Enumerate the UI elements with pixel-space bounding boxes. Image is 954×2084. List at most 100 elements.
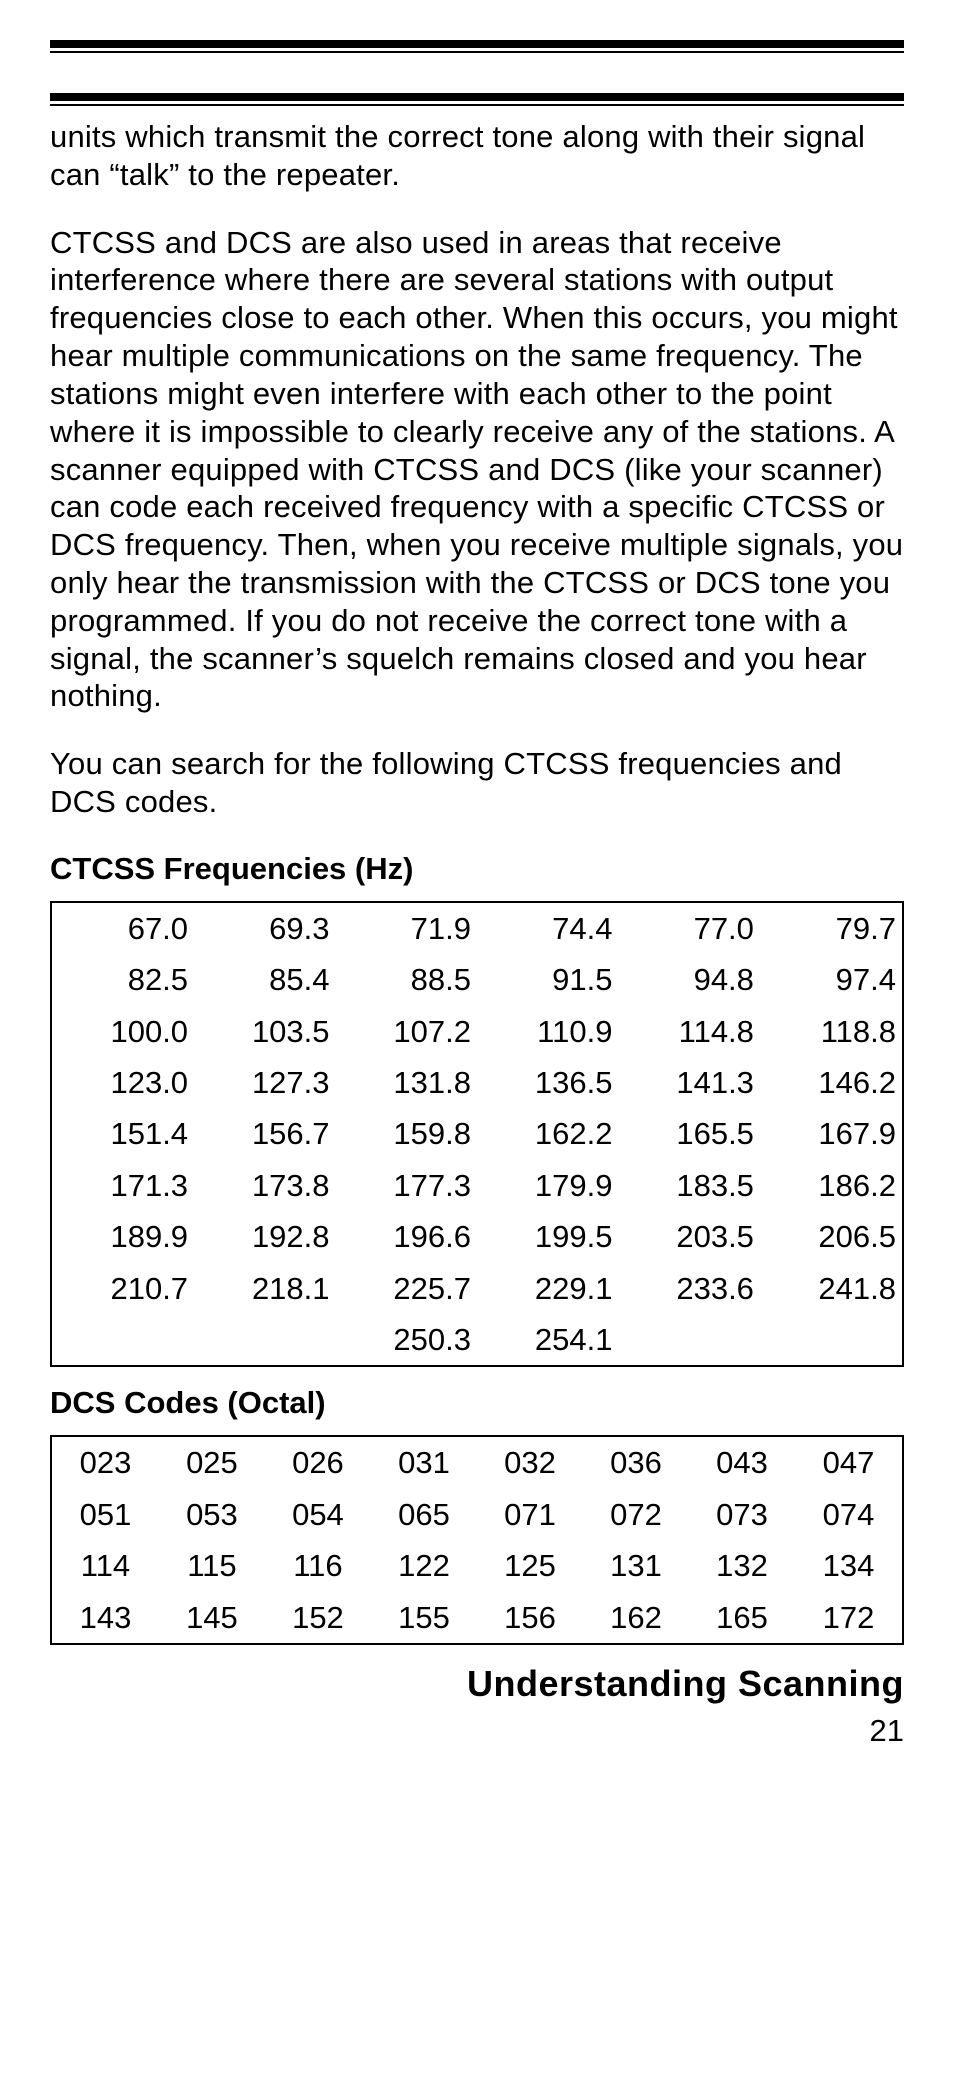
ctcss-cell: 82.5 xyxy=(51,954,194,1005)
ctcss-cell: 167.9 xyxy=(760,1108,903,1159)
body-paragraph-3: You can search for the following CTCSS f… xyxy=(50,745,904,821)
section-title: Understanding Scanning xyxy=(50,1663,904,1705)
dcs-cell: 172 xyxy=(795,1592,903,1644)
ctcss-heading: CTCSS Frequencies (Hz) xyxy=(50,851,904,887)
ctcss-cell: 192.8 xyxy=(194,1211,335,1262)
dcs-cell: 132 xyxy=(689,1540,795,1591)
header-rule-thin xyxy=(50,104,904,106)
table-row: 123.0127.3131.8136.5141.3146.2 xyxy=(51,1057,903,1108)
table-row: 143145152155156162165172 xyxy=(51,1592,903,1644)
ctcss-cell: 186.2 xyxy=(760,1160,903,1211)
ctcss-cell: 165.5 xyxy=(618,1108,759,1159)
dcs-cell: 152 xyxy=(265,1592,371,1644)
ctcss-cell: 199.5 xyxy=(477,1211,618,1262)
dcs-table: 0230250260310320360430470510530540650710… xyxy=(50,1435,904,1645)
ctcss-cell: 183.5 xyxy=(618,1160,759,1211)
ctcss-cell: 146.2 xyxy=(760,1057,903,1108)
ctcss-cell xyxy=(51,1314,194,1366)
dcs-cell: 071 xyxy=(477,1489,583,1540)
table-row: 051053054065071072073074 xyxy=(51,1489,903,1540)
dcs-cell: 026 xyxy=(265,1436,371,1488)
ctcss-cell: 241.8 xyxy=(760,1263,903,1314)
top-rule-thick xyxy=(50,40,904,48)
ctcss-cell: 118.8 xyxy=(760,1006,903,1057)
ctcss-cell: 229.1 xyxy=(477,1263,618,1314)
dcs-cell: 125 xyxy=(477,1540,583,1591)
ctcss-cell: 196.6 xyxy=(336,1211,477,1262)
ctcss-cell: 88.5 xyxy=(336,954,477,1005)
dcs-cell: 047 xyxy=(795,1436,903,1488)
dcs-cell: 043 xyxy=(689,1436,795,1488)
table-row: 023025026031032036043047 xyxy=(51,1436,903,1488)
ctcss-cell: 85.4 xyxy=(194,954,335,1005)
table-row: 171.3173.8177.3179.9183.5186.2 xyxy=(51,1160,903,1211)
ctcss-cell: 151.4 xyxy=(51,1108,194,1159)
ctcss-cell: 141.3 xyxy=(618,1057,759,1108)
ctcss-cell: 123.0 xyxy=(51,1057,194,1108)
ctcss-cell: 110.9 xyxy=(477,1006,618,1057)
ctcss-cell: 177.3 xyxy=(336,1160,477,1211)
table-row: 151.4156.7159.8162.2165.5167.9 xyxy=(51,1108,903,1159)
page-number: 21 xyxy=(50,1713,904,1749)
ctcss-cell: 225.7 xyxy=(336,1263,477,1314)
dcs-cell: 072 xyxy=(583,1489,689,1540)
ctcss-cell: 77.0 xyxy=(618,902,759,954)
dcs-cell: 073 xyxy=(689,1489,795,1540)
ctcss-cell: 171.3 xyxy=(51,1160,194,1211)
ctcss-cell: 97.4 xyxy=(760,954,903,1005)
ctcss-cell: 71.9 xyxy=(336,902,477,954)
ctcss-cell: 250.3 xyxy=(336,1314,477,1366)
ctcss-cell: 233.6 xyxy=(618,1263,759,1314)
ctcss-cell: 159.8 xyxy=(336,1108,477,1159)
ctcss-cell: 94.8 xyxy=(618,954,759,1005)
dcs-cell: 165 xyxy=(689,1592,795,1644)
dcs-cell: 023 xyxy=(51,1436,159,1488)
ctcss-cell: 203.5 xyxy=(618,1211,759,1262)
ctcss-cell: 131.8 xyxy=(336,1057,477,1108)
ctcss-cell: 189.9 xyxy=(51,1211,194,1262)
ctcss-cell: 162.2 xyxy=(477,1108,618,1159)
body-paragraph-2: CTCSS and DCS are also used in areas tha… xyxy=(50,224,904,716)
table-row: 82.585.488.591.594.897.4 xyxy=(51,954,903,1005)
dcs-cell: 053 xyxy=(159,1489,265,1540)
dcs-cell: 051 xyxy=(51,1489,159,1540)
dcs-cell: 074 xyxy=(795,1489,903,1540)
dcs-cell: 031 xyxy=(371,1436,477,1488)
top-rule-thin xyxy=(50,51,904,53)
dcs-cell: 032 xyxy=(477,1436,583,1488)
ctcss-cell: 218.1 xyxy=(194,1263,335,1314)
table-row: 210.7218.1225.7229.1233.6241.8 xyxy=(51,1263,903,1314)
table-row: 189.9192.8196.6199.5203.5206.5 xyxy=(51,1211,903,1262)
ctcss-cell: 107.2 xyxy=(336,1006,477,1057)
dcs-heading: DCS Codes (Octal) xyxy=(50,1385,904,1421)
ctcss-cell: 114.8 xyxy=(618,1006,759,1057)
ctcss-cell xyxy=(194,1314,335,1366)
table-row: 100.0103.5107.2110.9114.8118.8 xyxy=(51,1006,903,1057)
ctcss-cell: 156.7 xyxy=(194,1108,335,1159)
ctcss-cell: 127.3 xyxy=(194,1057,335,1108)
ctcss-cell: 67.0 xyxy=(51,902,194,954)
dcs-cell: 162 xyxy=(583,1592,689,1644)
table-row: 114115116122125131132134 xyxy=(51,1540,903,1591)
ctcss-cell: 210.7 xyxy=(51,1263,194,1314)
dcs-cell: 116 xyxy=(265,1540,371,1591)
dcs-cell: 025 xyxy=(159,1436,265,1488)
dcs-cell: 114 xyxy=(51,1540,159,1591)
dcs-cell: 143 xyxy=(51,1592,159,1644)
ctcss-cell: 173.8 xyxy=(194,1160,335,1211)
ctcss-cell: 74.4 xyxy=(477,902,618,954)
dcs-cell: 122 xyxy=(371,1540,477,1591)
ctcss-cell: 103.5 xyxy=(194,1006,335,1057)
body-paragraph-1: units which transmit the correct tone al… xyxy=(50,118,904,194)
dcs-cell: 134 xyxy=(795,1540,903,1591)
table-row: 250.3254.1 xyxy=(51,1314,903,1366)
dcs-cell: 115 xyxy=(159,1540,265,1591)
ctcss-cell xyxy=(760,1314,903,1366)
dcs-cell: 036 xyxy=(583,1436,689,1488)
ctcss-table: 67.069.371.974.477.079.782.585.488.591.5… xyxy=(50,901,904,1368)
ctcss-cell: 136.5 xyxy=(477,1057,618,1108)
ctcss-cell: 69.3 xyxy=(194,902,335,954)
header-rule-thick xyxy=(50,93,904,101)
ctcss-cell: 206.5 xyxy=(760,1211,903,1262)
dcs-cell: 145 xyxy=(159,1592,265,1644)
